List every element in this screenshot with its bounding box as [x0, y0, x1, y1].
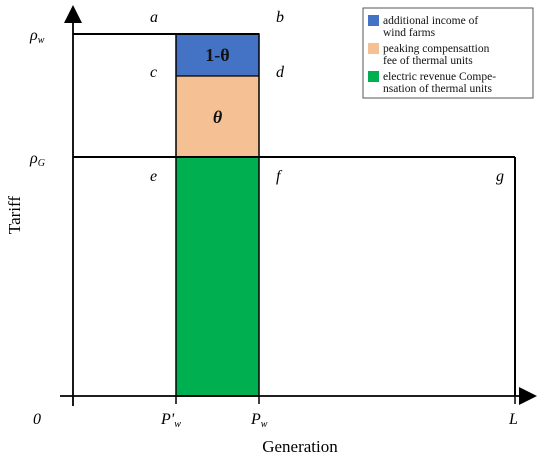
region-additional-income	[176, 34, 259, 76]
region-electric-revenue	[176, 157, 259, 396]
legend-item-3-line-2: nsation of thermal units	[383, 83, 492, 95]
x-tick-p-w-sub: w	[261, 419, 268, 430]
region-peaking-compensation	[176, 76, 259, 157]
legend-item-1-line-1: additional income of	[383, 15, 478, 27]
point-label-f: f	[276, 168, 283, 185]
point-label-c: c	[150, 64, 157, 81]
legend-swatch-green	[368, 71, 379, 82]
legend-item-3: electric revenue Compe- nsation of therm…	[383, 71, 499, 95]
point-label-d: d	[276, 64, 285, 81]
point-label-b: b	[276, 9, 284, 26]
origin-label: 0	[33, 411, 41, 428]
legend-item-2: peaking compensattion fee of thermal uni…	[383, 43, 492, 67]
point-label-g: g	[496, 168, 504, 185]
x-tick-p-prime-w-sub: w	[174, 419, 181, 430]
x-tick-p-w: Pw	[250, 411, 268, 430]
legend-swatch-blue	[368, 15, 379, 26]
legend-swatch-peach	[368, 43, 379, 54]
y-tick-rho-w: ρw	[29, 27, 45, 46]
legend-item-2-line-2: fee of thermal units	[383, 55, 473, 67]
region-label-one-minus-theta: 1-θ	[205, 45, 229, 65]
x-tick-p-w-base: P	[250, 411, 261, 428]
legend-item-1-line-2: wind farms	[383, 27, 436, 39]
x-tick-p-prime-w: P'w	[160, 411, 181, 430]
legend-item-1: additional income of wind farms	[383, 15, 481, 39]
x-axis-title: Generation	[262, 437, 338, 456]
y-axis-title: Tariff	[5, 196, 24, 234]
legend-item-2-line-1: peaking compensattion	[383, 43, 490, 55]
y-tick-rho-w-sub: w	[38, 35, 45, 46]
point-label-a: a	[150, 9, 158, 26]
y-tick-rho-g-base: ρ	[29, 150, 38, 167]
legend-frame	[362, 7, 534, 99]
legend: additional income of wind farms peaking …	[362, 7, 534, 99]
region-label-theta: θ	[213, 107, 223, 127]
y-tick-rho-g-sub: G	[38, 158, 45, 169]
x-tick-p-prime-w-base: P'	[160, 411, 175, 428]
legend-item-3-line-1: electric revenue Compe-	[383, 71, 496, 83]
point-label-e: e	[150, 168, 157, 185]
y-tick-rho-w-base: ρ	[29, 27, 38, 44]
x-tick-l: L	[508, 411, 518, 428]
y-tick-rho-g: ρG	[29, 150, 45, 169]
